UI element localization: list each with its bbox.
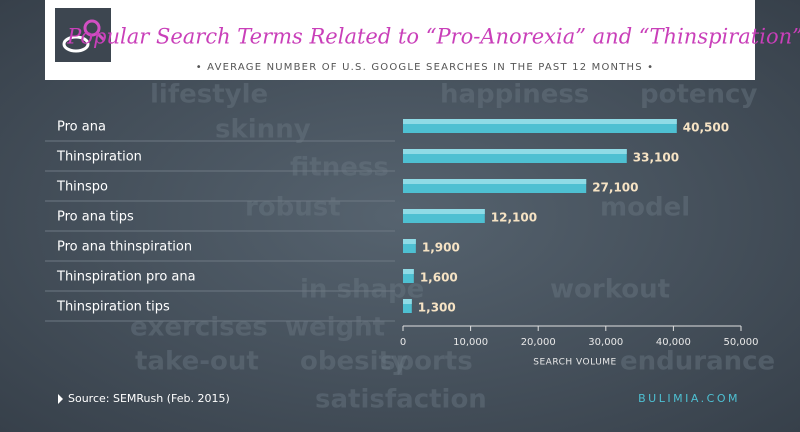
background-word: robust — [245, 193, 341, 223]
bar-group — [403, 149, 627, 163]
value-label: 1,600 — [420, 271, 458, 285]
value-label: 27,100 — [592, 181, 638, 195]
icon-lens — [83, 19, 101, 37]
bar-group — [403, 209, 485, 223]
bar-group — [403, 299, 412, 313]
header — [45, 0, 755, 80]
bar-highlight — [403, 149, 627, 154]
bar-group — [403, 239, 416, 253]
bar-highlight — [403, 179, 587, 184]
icon — [55, 8, 111, 62]
y-tick-label: Thinspiration pro ana — [56, 270, 196, 285]
background-word: exercises — [130, 313, 268, 343]
background-word: model — [600, 193, 690, 223]
bar — [403, 269, 414, 283]
source: Source: SEMRush (Feb. 2015) — [68, 392, 230, 405]
background-word: satisfaction — [315, 385, 487, 415]
x-tick-label: 20,000 — [521, 337, 556, 348]
chart-title: Popular Search Terms Related to “Pro-Ano… — [66, 25, 800, 49]
bullet — [58, 394, 63, 404]
y-tick-label: Thinspiration tips — [56, 300, 170, 315]
bar-highlight — [403, 269, 414, 274]
x-axis-label: SEARCH VOLUME — [533, 358, 616, 368]
bar-highlight — [403, 239, 416, 244]
bar-highlight — [403, 119, 677, 124]
y-tick-label: Thinspiration — [56, 150, 142, 165]
background-word: take-out — [135, 347, 259, 377]
background-word: sports — [380, 347, 473, 377]
background-word: fitness — [290, 153, 389, 183]
x-tick-label: 0 — [400, 337, 406, 348]
brand: BULIMIA.COM — [638, 392, 740, 405]
background-word: endurance — [620, 347, 775, 377]
background-word: workout — [550, 275, 670, 305]
x-tick-label: 40,000 — [656, 337, 691, 348]
y-tick-label: Pro ana tips — [57, 210, 134, 225]
bar-highlight — [403, 209, 485, 214]
y-tick-label: Thinspo — [56, 180, 108, 195]
bar-group — [403, 269, 414, 283]
icon-handle — [95, 31, 106, 42]
bar-group — [403, 119, 677, 133]
background-words: lifestyle skinny fitness robust model exercis… — [130, 80, 775, 415]
x-tick-label: 30,000 — [588, 337, 623, 348]
value-label: 40,500 — [683, 121, 729, 135]
background-word: skinny — [215, 115, 311, 145]
y-tick-label: Pro ana — [57, 120, 106, 135]
x-tick-label: 50,000 — [724, 337, 759, 348]
y-tick-label: Pro ana thinspiration — [57, 240, 192, 255]
bar — [403, 299, 412, 313]
x-tick-label: 10,000 — [453, 337, 488, 348]
background-word: potency — [640, 80, 757, 110]
value-label: 12,100 — [491, 211, 537, 225]
background-word: lifestyle — [150, 80, 268, 110]
background-word: happiness — [440, 80, 589, 110]
chart-subtitle: • AVERAGE NUMBER OF U.S. GOOGLE SEARCHES… — [196, 62, 655, 73]
value-label: 33,100 — [633, 151, 679, 165]
background-word: obesity — [300, 347, 408, 377]
bar-highlight — [403, 299, 412, 304]
value-label: 1,300 — [418, 301, 456, 315]
value-label: 1,900 — [422, 241, 460, 255]
bar-group — [403, 179, 587, 193]
background-word: weight — [285, 313, 385, 343]
icon-tape — [62, 35, 90, 53]
